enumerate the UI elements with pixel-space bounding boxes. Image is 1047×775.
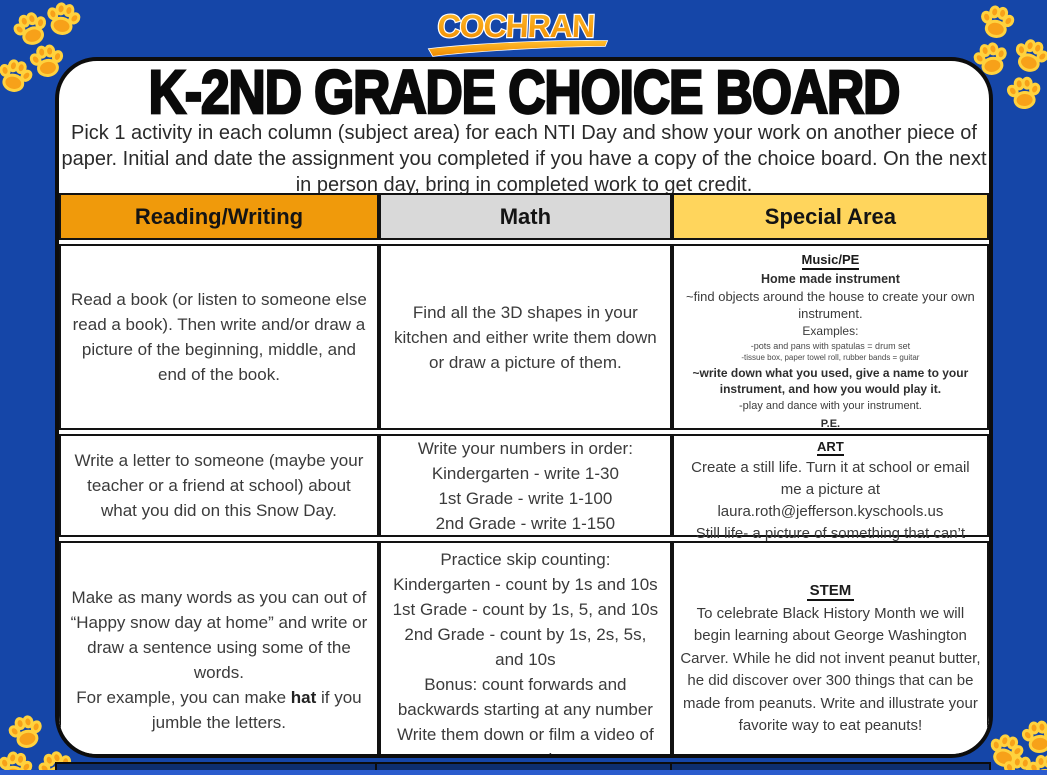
header-special-area-label: Special Area bbox=[764, 203, 897, 229]
cochran-logo-text: COCHRAN bbox=[437, 8, 595, 44]
math-row3-text: Practice skip counting: Kindergarten - c… bbox=[392, 550, 659, 754]
logo-swoosh bbox=[427, 40, 609, 57]
example-guitar: -tissue box, paper towel roll, rubber ba… bbox=[741, 353, 920, 362]
header-math-label: Math bbox=[499, 203, 552, 229]
examples-label: Examples: bbox=[802, 324, 859, 338]
paw-icon bbox=[8, 8, 54, 50]
example-drum-set: -pots and pans with spatulas = drum set bbox=[750, 341, 911, 351]
paw-icon bbox=[4, 712, 48, 752]
reading-row2-text: Write a letter to someone (maybe your te… bbox=[74, 451, 364, 520]
instrument-subheading: Home made instrument bbox=[760, 272, 900, 286]
music-pe-heading: Music/PE bbox=[801, 251, 860, 270]
reading-row1-text: Read a book (or listen to someone else r… bbox=[71, 290, 367, 384]
paw-icon bbox=[1004, 75, 1044, 111]
cell-math-row3: Practice skip counting: Kindergarten - c… bbox=[378, 541, 672, 754]
cell-reading-row3: Make as many words as you can out of “Ha… bbox=[59, 541, 379, 754]
play-dance-line: -play and dance with your instrument. bbox=[738, 400, 922, 412]
example-suffix: if you jumble the letters. bbox=[151, 687, 362, 732]
word-game-text: Make as many words as you can out of “Ha… bbox=[70, 587, 368, 682]
paw-icon bbox=[41, 0, 85, 39]
example-prefix: For example, you can make bbox=[76, 687, 291, 707]
cell-math-row2: Write your numbers in order: Kindergarte… bbox=[378, 434, 672, 537]
paw-icon bbox=[0, 56, 37, 96]
cell-special-row1: Music/PE Home made instrument ~find obje… bbox=[671, 244, 989, 460]
board-instructions: Pick 1 activity in each column (subject … bbox=[61, 122, 987, 196]
cell-special-row2: ART Create a still life. Turn it at scho… bbox=[671, 434, 989, 586]
bottom-blue-bar bbox=[0, 770, 1047, 775]
paw-icon bbox=[1008, 35, 1047, 77]
stem-text: To celebrate Black History Month we will… bbox=[680, 604, 981, 735]
word-game-example: For example, you can make hat if you jum… bbox=[69, 685, 369, 735]
paw-icon bbox=[1019, 719, 1047, 755]
art-heading: ART bbox=[817, 439, 844, 456]
cell-reading-row2: Write a letter to someone (maybe your te… bbox=[59, 434, 379, 537]
cochran-logo: COCHRAN bbox=[407, 5, 627, 59]
math-row2-text: Write your numbers in order: Kindergarte… bbox=[417, 438, 633, 533]
cell-math-row1: Find all the 3D shapes in your kitchen a… bbox=[378, 244, 672, 430]
header-reading-writing: Reading/Writing bbox=[59, 193, 379, 240]
write-down-line: ~write down what you used, give a name t… bbox=[692, 366, 969, 396]
stem-heading: STEM bbox=[806, 582, 855, 601]
cell-reading-row1: Read a book (or listen to someone else r… bbox=[59, 244, 379, 430]
instrument-line: ~find objects around the house to create… bbox=[686, 289, 975, 321]
header-special-area: Special Area bbox=[671, 193, 989, 240]
pe-heading: P.E. bbox=[820, 418, 841, 430]
choice-board-card: K-2ND GRADE CHOICE BOARD Pick 1 activity… bbox=[55, 57, 993, 758]
header-reading-writing-label: Reading/Writing bbox=[134, 203, 304, 229]
cell-special-row3: STEM To celebrate Black History Month we… bbox=[671, 541, 989, 754]
paw-icon bbox=[976, 3, 1018, 41]
math-row1-text: Find all the 3D shapes in your kitchen a… bbox=[394, 302, 657, 372]
choice-table: Reading/Writing Math Special Area Read a… bbox=[59, 193, 989, 754]
example-bold-word: hat bbox=[290, 687, 317, 707]
board-title: K-2ND GRADE CHOICE BOARD bbox=[148, 58, 902, 127]
header-math: Math bbox=[378, 193, 672, 240]
